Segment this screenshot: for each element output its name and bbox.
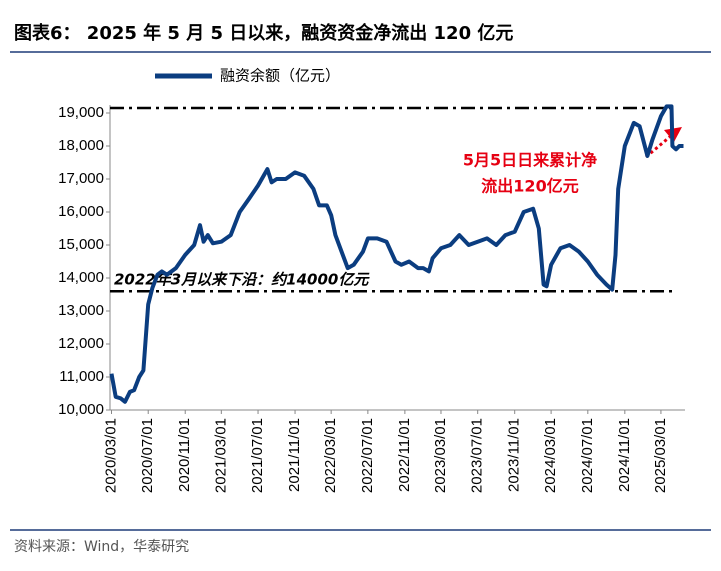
x-tick-label: 2021/11/01 [286, 418, 303, 492]
x-tick-label: 2023/11/01 [506, 418, 523, 492]
x-tick-label: 2024/07/01 [579, 418, 596, 493]
x-tick-label: 2020/03/01 [102, 418, 119, 493]
x-tick-label: 2021/07/01 [249, 418, 266, 493]
x-tick-label: 2023/07/01 [469, 418, 486, 493]
y-tick-label: 13,000 [58, 302, 104, 319]
x-tick-label: 2020/11/01 [176, 418, 193, 492]
x-tick-label: 2025/03/01 [652, 418, 669, 493]
legend-label: 融资余额（亿元） [220, 67, 340, 85]
chart-title: 图表6： 2025 年 5 月 5 日以来，融资资金净流出 120 亿元 [14, 22, 513, 44]
annotation: 2022年3月以来下沿：约14000亿元 [114, 271, 370, 289]
x-tick-label: 2020/07/01 [139, 418, 156, 493]
y-tick-label: 11,000 [59, 368, 104, 385]
x-tick-label: 2023/03/01 [432, 418, 449, 493]
y-tick-label: 10,000 [58, 401, 104, 418]
y-tick-label: 17,000 [58, 170, 104, 187]
y-tick-label: 16,000 [58, 203, 104, 220]
y-tick-label: 15,000 [58, 236, 104, 253]
source: 资料来源：Wind，华泰研究 [14, 539, 189, 555]
y-tick-label: 19,000 [58, 104, 104, 121]
y-tick-label: 12,000 [58, 335, 104, 352]
x-tick-label: 2022/11/01 [396, 418, 413, 492]
data-line [109, 104, 684, 404]
x-tick-label: 2024/03/01 [542, 418, 559, 493]
x-tick-label: 2021/03/01 [212, 418, 229, 493]
x-tick-label: 2024/11/01 [616, 418, 633, 492]
y-tick-label: 18,000 [58, 137, 104, 154]
annotation: 流出120亿元 [481, 177, 578, 196]
y-tick-label: 14,000 [58, 269, 104, 286]
x-tick-label: 2022/03/01 [322, 418, 339, 493]
x-tick-label: 2022/07/01 [359, 418, 376, 493]
annotation: 5月5日日来累计净 [463, 151, 597, 170]
